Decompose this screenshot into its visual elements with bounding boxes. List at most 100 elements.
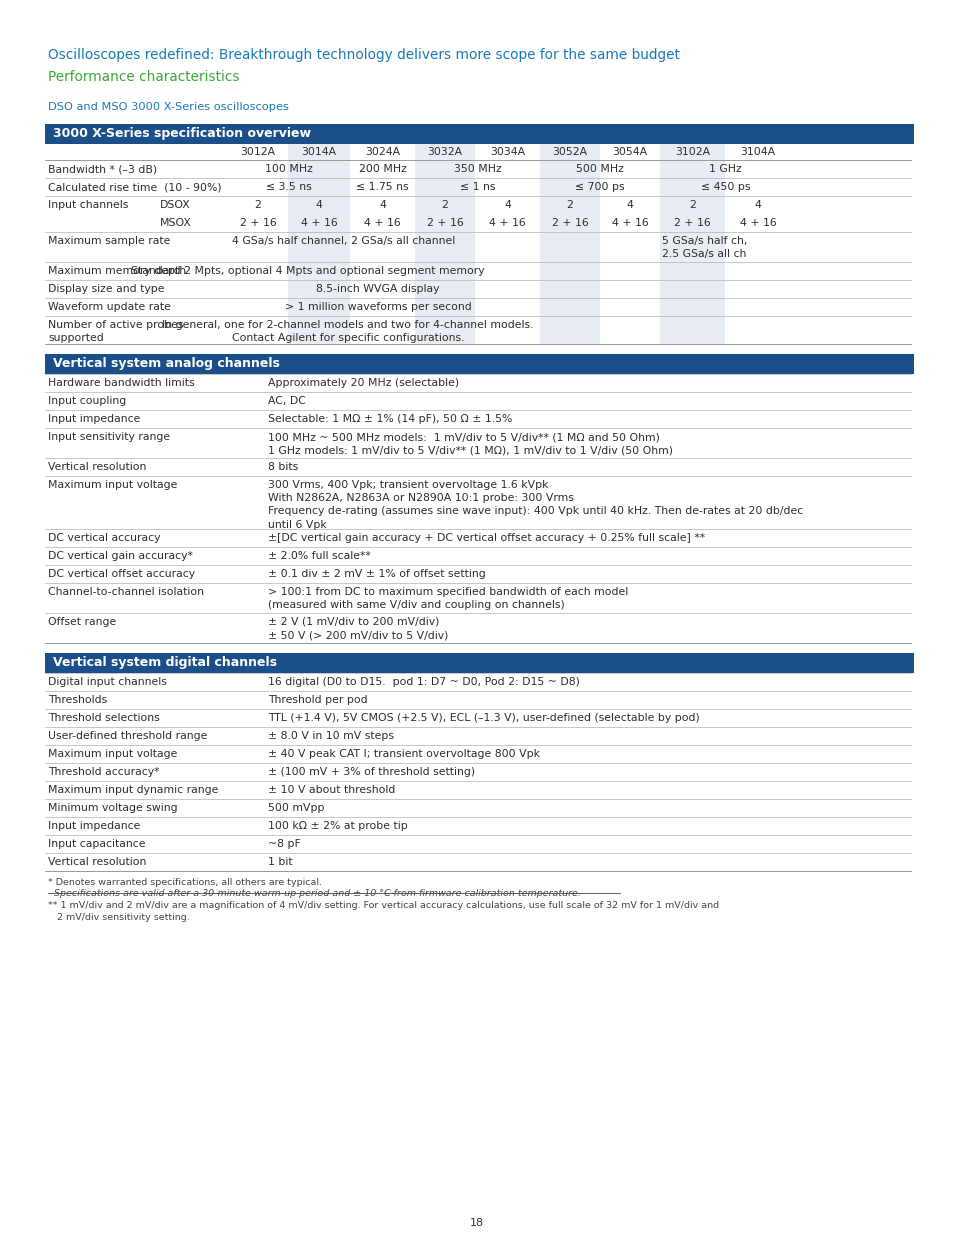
Text: ± 2 V (1 mV/div to 200 mV/div)
± 50 V (> 200 mV/div to 5 V/div): ± 2 V (1 mV/div to 200 mV/div) ± 50 V (>…: [268, 618, 448, 640]
Text: DC vertical accuracy: DC vertical accuracy: [48, 534, 160, 543]
Text: Specifications are valid after a 30-minute warm-up period and ± 10 °C from firmw: Specifications are valid after a 30-minu…: [48, 889, 580, 898]
Text: Input capacitance: Input capacitance: [48, 839, 146, 848]
Text: 4 + 16: 4 + 16: [364, 219, 400, 228]
Bar: [415, 298, 475, 316]
Bar: [659, 144, 724, 161]
Text: 4: 4: [315, 200, 322, 210]
Bar: [659, 262, 724, 280]
Text: 3102A: 3102A: [674, 147, 709, 157]
Bar: [415, 161, 475, 178]
Bar: [288, 262, 350, 280]
Text: ±[DC vertical gain accuracy + DC vertical offset accuracy + 0.25% full scale] **: ±[DC vertical gain accuracy + DC vertica…: [268, 534, 704, 543]
Text: 4 + 16: 4 + 16: [300, 219, 337, 228]
Text: Maximum input dynamic range: Maximum input dynamic range: [48, 785, 218, 795]
Text: 2: 2: [254, 200, 261, 210]
Text: Display size and type: Display size and type: [48, 284, 164, 294]
Bar: [288, 178, 350, 196]
Text: 3024A: 3024A: [365, 147, 399, 157]
Text: ≤ 1.75 ns: ≤ 1.75 ns: [355, 182, 409, 191]
Text: 3012A: 3012A: [240, 147, 275, 157]
Text: 200 MHz: 200 MHz: [358, 164, 406, 174]
Text: Selectable: 1 MΩ ± 1% (14 pF), 50 Ω ± 1.5%: Selectable: 1 MΩ ± 1% (14 pF), 50 Ω ± 1.…: [268, 414, 512, 424]
Text: 3104A: 3104A: [740, 147, 775, 157]
Text: Input coupling: Input coupling: [48, 396, 126, 406]
Text: Maximum input voltage: Maximum input voltage: [48, 748, 177, 760]
Text: Waveform update rate: Waveform update rate: [48, 303, 171, 312]
Text: AC, DC: AC, DC: [268, 396, 306, 406]
Text: 1 GHz: 1 GHz: [708, 164, 741, 174]
Text: ≤ 700 ps: ≤ 700 ps: [575, 182, 624, 191]
Text: DC vertical offset accuracy: DC vertical offset accuracy: [48, 569, 195, 579]
Text: Input impedance: Input impedance: [48, 821, 140, 831]
Text: ± (100 mV + 3% of threshold setting): ± (100 mV + 3% of threshold setting): [268, 767, 475, 777]
Text: ** 1 mV/div and 2 mV/div are a magnification of 4 mV/div setting. For vertical a: ** 1 mV/div and 2 mV/div are a magnifica…: [48, 902, 719, 921]
Text: 100 MHz: 100 MHz: [265, 164, 313, 174]
Text: Threshold selections: Threshold selections: [48, 713, 159, 722]
Text: 4: 4: [626, 200, 633, 210]
Text: Hardware bandwidth limits: Hardware bandwidth limits: [48, 378, 194, 388]
Text: 1 bit: 1 bit: [268, 857, 293, 867]
Bar: [288, 298, 350, 316]
Text: Oscilloscopes redefined: Breakthrough technology delivers more scope for the sam: Oscilloscopes redefined: Breakthrough te…: [48, 48, 679, 62]
Bar: [539, 298, 599, 316]
Bar: [415, 196, 475, 214]
Text: Maximum input voltage: Maximum input voltage: [48, 480, 177, 490]
Text: 100 MHz ~ 500 MHz models:  1 mV/div to 5 V/div** (1 MΩ and 50 Ohm)
1 GHz models:: 100 MHz ~ 500 MHz models: 1 mV/div to 5 …: [268, 432, 672, 456]
Bar: [415, 178, 475, 196]
Text: 4 + 16: 4 + 16: [611, 219, 648, 228]
Bar: [415, 316, 475, 345]
Text: In general, one for 2-channel models and two for 4-channel models.
Contact Agile: In general, one for 2-channel models and…: [162, 320, 533, 343]
Text: 500 MHz: 500 MHz: [576, 164, 623, 174]
Text: Vertical system digital channels: Vertical system digital channels: [53, 656, 276, 669]
Text: 3032A: 3032A: [427, 147, 462, 157]
Text: DSO and MSO 3000 X-Series oscilloscopes: DSO and MSO 3000 X-Series oscilloscopes: [48, 103, 289, 112]
Bar: [539, 178, 599, 196]
Bar: [45, 653, 913, 673]
Text: 300 Vrms, 400 Vpk; transient overvoltage 1.6 kVpk
With N2862A, N2863A or N2890A : 300 Vrms, 400 Vpk; transient overvoltage…: [268, 480, 802, 530]
Text: 3052A: 3052A: [552, 147, 587, 157]
Bar: [659, 232, 724, 262]
Bar: [288, 144, 350, 161]
Bar: [288, 232, 350, 262]
Text: Input channels: Input channels: [48, 200, 129, 210]
Text: 4 + 16: 4 + 16: [739, 219, 776, 228]
Text: ≤ 3.5 ns: ≤ 3.5 ns: [266, 182, 312, 191]
Bar: [539, 196, 599, 214]
Text: ± 0.1 div ± 2 mV ± 1% of offset setting: ± 0.1 div ± 2 mV ± 1% of offset setting: [268, 569, 485, 579]
Text: 2 + 16: 2 + 16: [426, 219, 463, 228]
Bar: [539, 316, 599, 345]
Text: 4: 4: [754, 200, 760, 210]
Bar: [539, 214, 599, 232]
Text: 4 GSa/s half channel, 2 GSa/s all channel: 4 GSa/s half channel, 2 GSa/s all channe…: [232, 236, 455, 246]
Text: Standard 2 Mpts, optional 4 Mpts and optional segment memory: Standard 2 Mpts, optional 4 Mpts and opt…: [132, 266, 484, 275]
Bar: [659, 161, 724, 178]
Text: 3034A: 3034A: [490, 147, 524, 157]
Bar: [288, 161, 350, 178]
Text: Minimum voltage swing: Minimum voltage swing: [48, 803, 177, 813]
Text: Bandwidth * (–3 dB): Bandwidth * (–3 dB): [48, 164, 157, 174]
Text: Threshold per pod: Threshold per pod: [268, 695, 367, 705]
Text: ≤ 450 ps: ≤ 450 ps: [700, 182, 749, 191]
Text: Maximum memory depth: Maximum memory depth: [48, 266, 186, 275]
Bar: [539, 262, 599, 280]
Text: 8.5-inch WVGA display: 8.5-inch WVGA display: [315, 284, 439, 294]
Text: ~8 pF: ~8 pF: [268, 839, 300, 848]
Text: 3014A: 3014A: [301, 147, 336, 157]
Bar: [415, 144, 475, 161]
Bar: [539, 161, 599, 178]
Text: 100 kΩ ± 2% at probe tip: 100 kΩ ± 2% at probe tip: [268, 821, 407, 831]
Text: 2 + 16: 2 + 16: [551, 219, 588, 228]
Text: ≤ 1 ns: ≤ 1 ns: [459, 182, 495, 191]
Text: 2: 2: [688, 200, 695, 210]
Text: Input impedance: Input impedance: [48, 414, 140, 424]
Bar: [45, 124, 913, 144]
Text: 16 digital (D0 to D15.  pod 1: D7 ~ D0, Pod 2: D15 ~ D8): 16 digital (D0 to D15. pod 1: D7 ~ D0, P…: [268, 677, 579, 687]
Text: 3000 X-Series specification overview: 3000 X-Series specification overview: [53, 127, 311, 140]
Text: Vertical resolution: Vertical resolution: [48, 857, 146, 867]
Text: > 1 million waveforms per second: > 1 million waveforms per second: [284, 303, 471, 312]
Bar: [659, 316, 724, 345]
Text: ± 2.0% full scale**: ± 2.0% full scale**: [268, 551, 371, 561]
Bar: [288, 214, 350, 232]
Bar: [415, 262, 475, 280]
Bar: [288, 316, 350, 345]
